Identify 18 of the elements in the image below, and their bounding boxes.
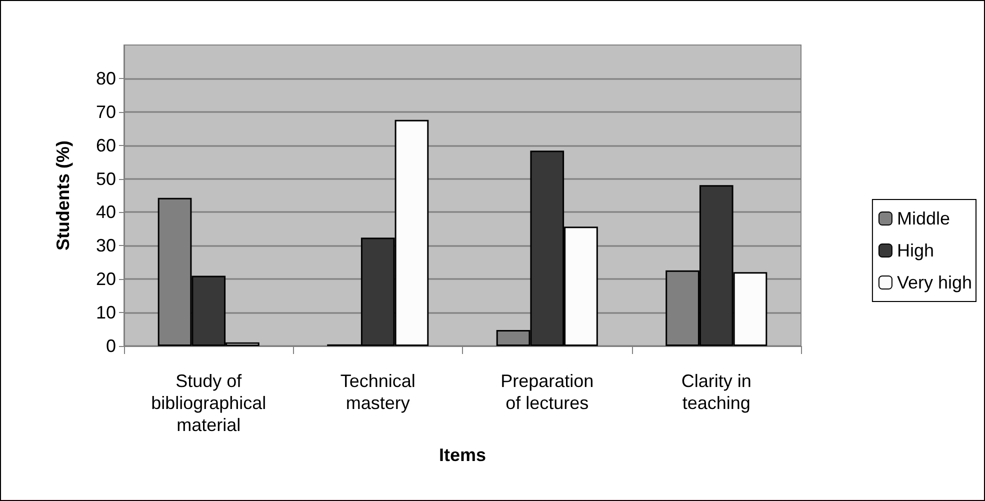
y-tick-label: 20	[96, 269, 116, 290]
x-tick-label: Preparation of lectures	[500, 371, 594, 413]
y-tick-label: 70	[96, 102, 116, 122]
y-tick-label: 30	[96, 236, 116, 256]
y-tick-label: 40	[96, 202, 116, 222]
x-axis-title: Items	[438, 445, 486, 465]
y-tick-label: 0	[106, 336, 116, 356]
y-tick-label: 80	[96, 68, 116, 88]
legend-label: Middle	[896, 208, 950, 228]
y-axis-title: Students (%)	[53, 140, 73, 250]
x-tick-label: Clarity in teaching	[681, 371, 752, 413]
x-tick-label: Study of bibliographical material	[151, 371, 266, 435]
x-tick-label: Technical mastery	[340, 371, 416, 413]
y-tick-label: 60	[96, 135, 116, 156]
y-tick-label: 10	[96, 302, 116, 323]
legend-label: Very high	[896, 272, 972, 292]
y-tick-label: 50	[96, 168, 116, 189]
legend-label: High	[896, 240, 934, 260]
